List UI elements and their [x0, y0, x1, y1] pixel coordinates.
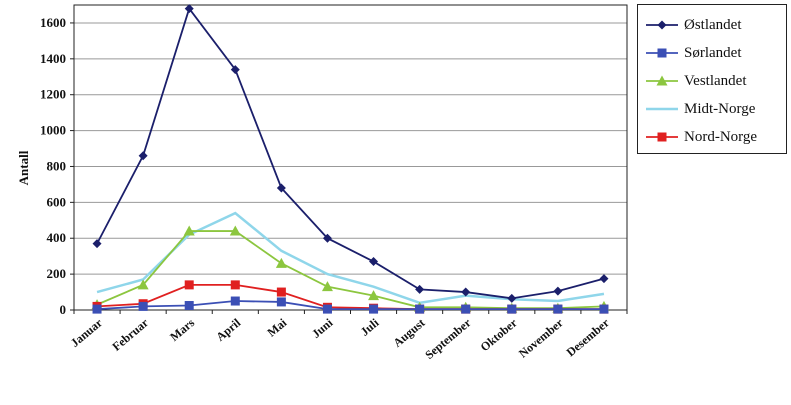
data-point [461, 287, 471, 297]
legend-label: Østlandet [684, 16, 742, 33]
data-point [276, 183, 286, 193]
series-line [96, 300, 604, 311]
legend-label: Midt-Norge [684, 100, 756, 117]
data-point [229, 225, 241, 236]
x-tick-label: November [516, 315, 566, 360]
y-axis-ticks: 0 200 400 600 800 1000 1200 1400 1600 [40, 15, 74, 317]
y-tick-label: 600 [47, 194, 67, 209]
data-point [322, 304, 332, 314]
plot-area [73, 4, 628, 311]
data-point [657, 20, 667, 30]
legend-item: Vestlandet [644, 67, 746, 95]
data-point [138, 151, 148, 161]
legend-label: Sørlandet [684, 44, 742, 61]
data-point [92, 304, 102, 314]
x-tick-label: Desember [564, 315, 613, 359]
data-point [230, 280, 240, 290]
y-tick-label: 400 [47, 230, 67, 245]
series-s-rlandet [92, 296, 609, 314]
y-tick-label: 1200 [40, 87, 66, 102]
y-tick-label: 200 [47, 266, 67, 281]
grid-lines [74, 22, 627, 275]
legend-item: Sørlandet [644, 39, 742, 67]
data-point [461, 304, 471, 314]
y-tick-label: 800 [47, 158, 67, 173]
legend-item: Østlandet [644, 11, 742, 39]
data-point [507, 293, 517, 303]
data-point [276, 297, 286, 307]
series--stlandet [92, 4, 609, 303]
y-tick-label: 1400 [40, 51, 66, 66]
data-point [368, 290, 380, 301]
data-point [599, 304, 609, 314]
data-point [92, 239, 102, 249]
x-tick-label: September [422, 315, 474, 362]
data-point [657, 48, 667, 58]
x-tick-label: Januar [68, 315, 106, 350]
x-tick-label: Oktober [478, 315, 521, 354]
data-point [599, 274, 609, 284]
legend-label: Nord-Norge [684, 128, 758, 145]
data-point [230, 296, 240, 306]
data-point [369, 304, 379, 314]
data-point [322, 233, 332, 243]
legend: Østlandet Sørlandet Vestlandet Midt-Norge No… [637, 4, 787, 154]
data-point [415, 284, 425, 294]
x-tick-label: Februar [109, 315, 151, 354]
series-lines [91, 4, 610, 314]
y-tick-label: 0 [60, 302, 67, 317]
x-tick-label: April [213, 315, 243, 344]
legend-item: Midt-Norge [644, 95, 755, 123]
data-point [553, 304, 563, 314]
data-point [321, 281, 333, 292]
data-point [656, 75, 668, 86]
x-tick-label: Juni [309, 315, 336, 341]
y-axis-label: Antall [16, 150, 31, 185]
y-tick-label: 1600 [40, 15, 66, 30]
data-point [184, 280, 194, 290]
legend-swatch-icon [646, 48, 678, 58]
x-tick-label: Mai [264, 315, 289, 339]
legend-swatch-icon [646, 75, 678, 86]
x-tick-label: August [390, 316, 427, 350]
legend-swatch-icon [646, 20, 678, 30]
data-point [276, 287, 286, 297]
data-point [138, 301, 148, 311]
data-point [183, 225, 195, 236]
series-midt-norge [96, 211, 605, 305]
data-point [657, 132, 667, 142]
data-point [553, 286, 563, 296]
legend-label: Vestlandet [684, 72, 747, 89]
legend-item: Nord-Norge [644, 123, 757, 151]
data-point [415, 304, 425, 314]
data-point [275, 257, 287, 268]
data-point [507, 304, 517, 314]
y-tick-label: 1000 [40, 123, 66, 138]
data-point [230, 65, 240, 75]
series-line [96, 6, 605, 300]
legend-swatch-icon [646, 132, 678, 142]
x-tick-label: Mars [167, 315, 197, 343]
data-point [184, 4, 194, 14]
x-tick-label: Juli [358, 315, 382, 339]
data-point [137, 279, 149, 290]
x-axis-ticks: Januar Februar Mars April Mai Juni Juli AugustS… [68, 310, 628, 362]
legend-swatch-icon [646, 107, 678, 111]
series-line [96, 211, 605, 305]
data-point [184, 301, 194, 311]
data-point [369, 257, 379, 267]
